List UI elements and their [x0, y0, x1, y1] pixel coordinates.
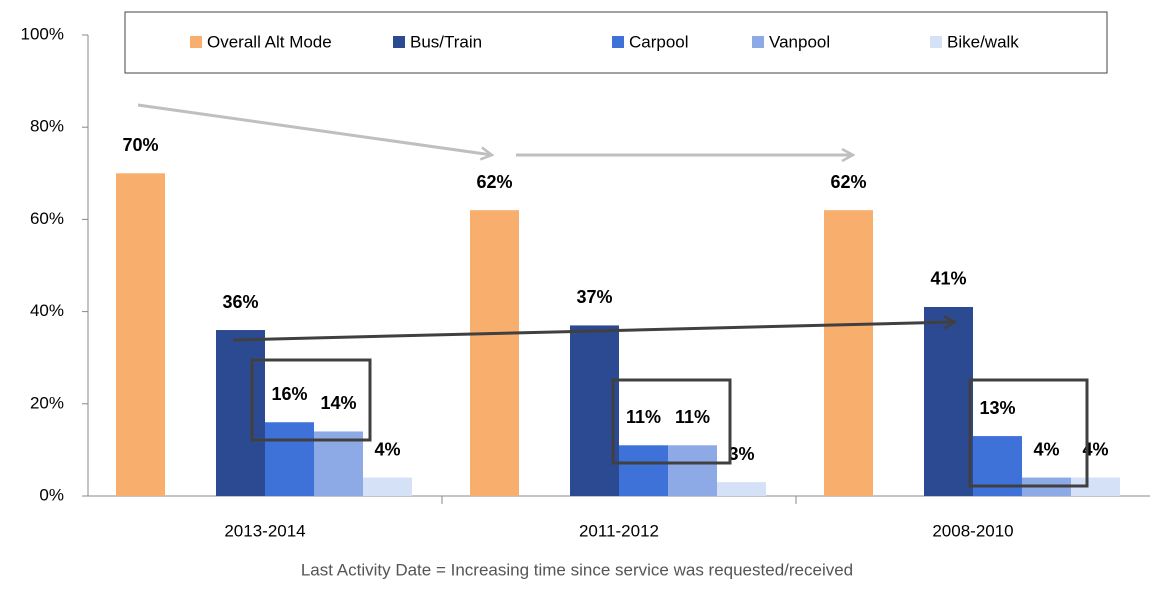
- x-tick-label: 2008-2010: [932, 521, 1013, 540]
- bar: [619, 445, 668, 496]
- legend-swatch: [930, 36, 942, 48]
- annotations: [137, 103, 1089, 488]
- bar: [924, 306, 973, 496]
- legend-swatch: [393, 36, 405, 48]
- x-tick-label: 2011-2012: [579, 521, 659, 540]
- y-tick-label: 0%: [39, 485, 64, 504]
- x-axis-label: Last Activity Date = Increasing time sin…: [301, 560, 853, 579]
- value-label: 16%: [271, 384, 307, 404]
- bar: [216, 330, 265, 496]
- bar: [116, 173, 165, 497]
- legend-swatch: [190, 36, 202, 48]
- value-label: 62%: [476, 172, 512, 192]
- bar: [470, 210, 519, 496]
- legend-swatch: [752, 36, 764, 48]
- value-label: 13%: [979, 398, 1015, 418]
- arrow: [232, 322, 955, 342]
- legend-label: Bus/Train: [410, 32, 482, 51]
- bar: [668, 445, 717, 496]
- bar: [363, 477, 412, 496]
- value-label: 62%: [830, 172, 866, 192]
- legend-label: Vanpool: [769, 32, 830, 51]
- value-label: 41%: [930, 269, 966, 289]
- value-label: 11%: [675, 407, 710, 427]
- legend-label: Carpool: [629, 32, 689, 51]
- legend-swatch: [612, 36, 624, 48]
- value-label: 14%: [320, 393, 356, 413]
- highlight-box: [968, 378, 1089, 488]
- y-tick-label: 80%: [30, 117, 64, 136]
- bar: [314, 431, 363, 496]
- value-label: 36%: [222, 292, 258, 312]
- value-label: 4%: [374, 439, 400, 459]
- value-label: 3%: [728, 444, 754, 464]
- highlight-box: [250, 358, 372, 442]
- value-label: 11%: [626, 407, 661, 427]
- bar: [570, 325, 619, 496]
- y-tick-label: 20%: [30, 393, 64, 412]
- value-label: 4%: [1082, 439, 1108, 459]
- value-label: 70%: [122, 135, 158, 155]
- bar: [265, 422, 314, 496]
- arrow: [137, 103, 492, 155]
- legend-label: Overall Alt Mode: [207, 32, 332, 51]
- legend-label: Bike/walk: [947, 32, 1019, 51]
- value-label: 4%: [1033, 439, 1059, 459]
- y-tick-label: 40%: [30, 301, 64, 320]
- value-label: 37%: [576, 287, 612, 307]
- x-tick-label: 2013-2014: [224, 521, 305, 540]
- highlight-box: [611, 378, 732, 465]
- y-tick-label: 100%: [21, 24, 64, 43]
- bar: [717, 482, 766, 496]
- y-tick-label: 60%: [30, 209, 64, 228]
- bar: [1071, 477, 1120, 496]
- bar: [824, 210, 873, 496]
